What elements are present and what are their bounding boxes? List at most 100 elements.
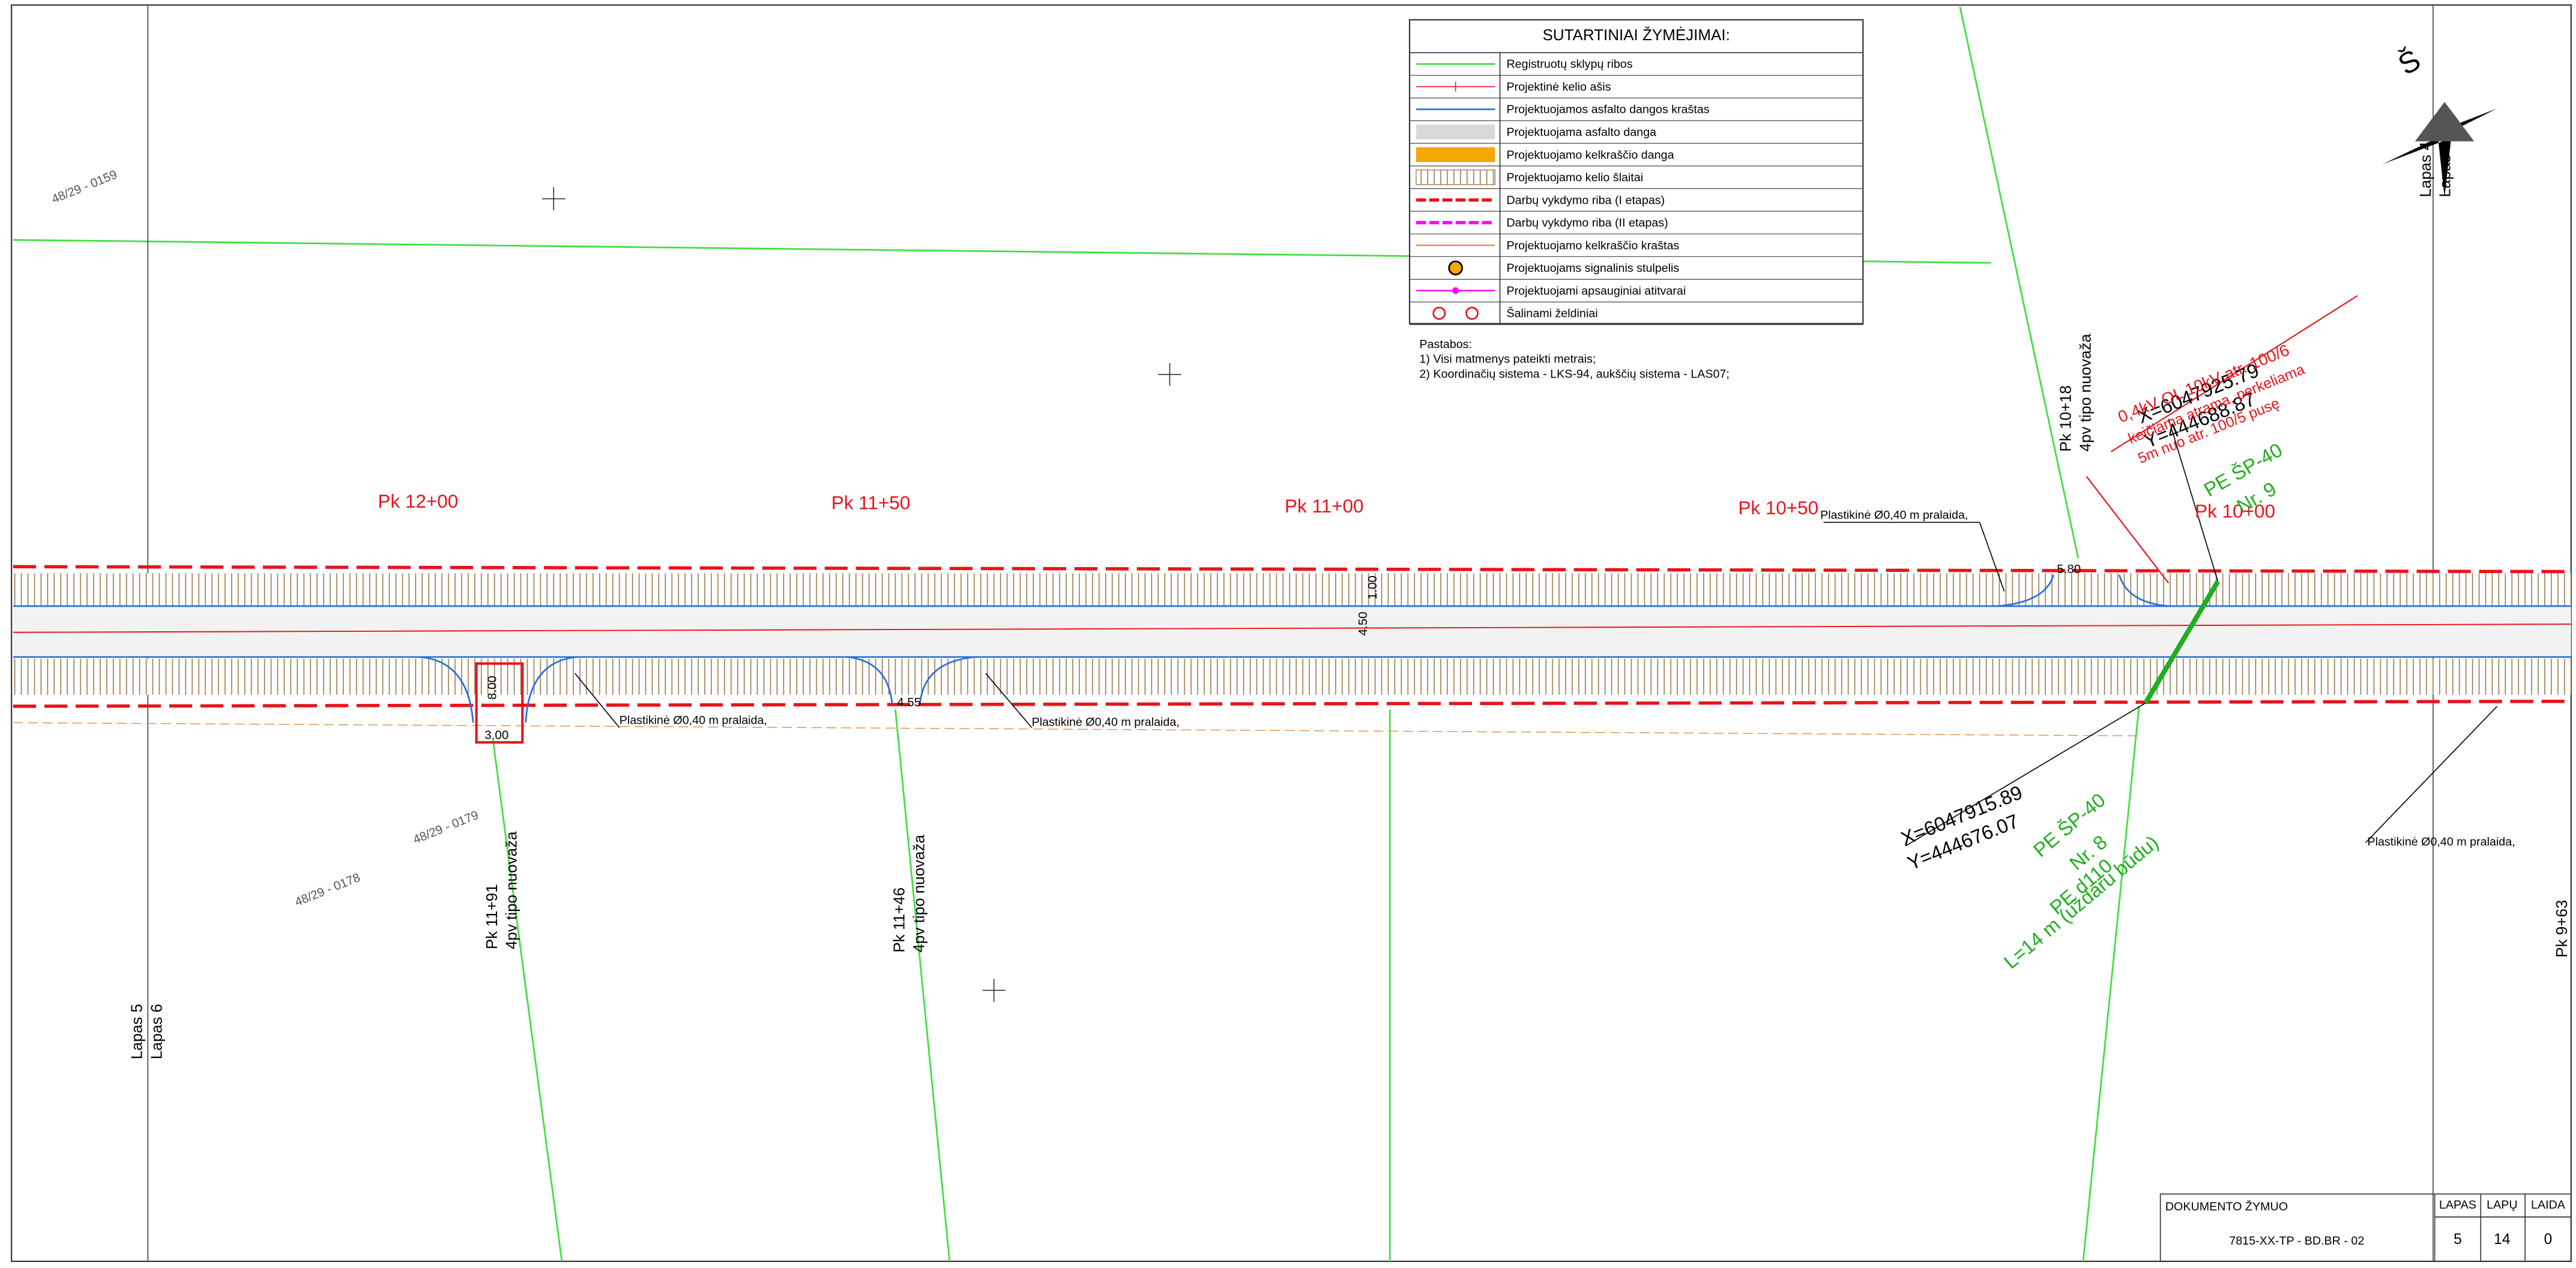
driveway-station: Pk 10+18	[2057, 385, 2075, 452]
driveway-type: 4pv tipo nuovaža	[2076, 334, 2094, 452]
culvert-label: Plastikinė Ø0,40 m pralaida,	[1032, 715, 1180, 729]
note: 2) Koordinačių sistema - LKS-94, aukščių…	[1419, 367, 1729, 380]
document-code: 7815-XX-TP - BD.BR - 02	[2229, 1234, 2364, 1248]
power-line	[2086, 295, 2358, 584]
legend-symbol	[1416, 124, 1495, 140]
legend-symbol	[1416, 147, 1495, 162]
dimension: 1.00	[1366, 575, 1380, 599]
legend-symbol	[1416, 169, 1495, 185]
culvert-label: Plastikinė Ø0,40 m pralaida,	[2367, 835, 2515, 849]
legend-symbol	[1448, 260, 1463, 275]
legend-symbol	[1465, 307, 1479, 320]
legend-symbol	[1452, 287, 1459, 294]
legend-label: Šalinami želdiniai	[1506, 307, 1597, 320]
station-label: Pk 12+00	[378, 491, 458, 512]
driveway-boundary	[475, 662, 524, 744]
legend-symbol	[1432, 307, 1446, 320]
culvert-label: Plastikinė Ø0,40 m pralaida,	[620, 714, 767, 727]
station-label: Pk 11+50	[831, 493, 911, 514]
dimension: 3.00	[484, 729, 508, 742]
legend-row: Projektuojama asfalto danga	[1416, 124, 1656, 140]
drawing-path	[1995, 574, 2169, 607]
culvert-label: Plastikinė Ø0,40 m pralaida,	[1820, 509, 1968, 522]
notes-title: Pastabos:	[1419, 338, 1472, 351]
drawing-line	[1905, 702, 2146, 847]
legend-row: Projektuojamos asfalto dangos kraštas	[1416, 103, 1710, 116]
dimension: 5.80	[2057, 562, 2081, 576]
title-block-header: LAPAS	[2439, 1198, 2476, 1212]
driveway-type: 4pv tipo nuovaža	[909, 834, 928, 952]
drawing-line	[1959, 6, 2080, 559]
drawing-rect	[13, 658, 2571, 695]
drawing-rect	[2159, 1193, 2572, 1262]
north-arrow	[2382, 101, 2497, 197]
driveways	[418, 574, 2169, 723]
legend-label: Projektuojama asfalto danga	[1506, 125, 1656, 139]
legend-label: Projektuojamo kelio šlaitai	[1506, 171, 1643, 184]
grid-crosses	[542, 187, 1181, 1002]
legend-row: Projektuojami apsauginiai atitvarai	[1416, 284, 1686, 298]
sheet-label: Lapas 4	[2416, 142, 2434, 197]
title-block-value: 14	[2494, 1231, 2510, 1248]
legend-label: Projektuojamo kelkraščio danga	[1506, 148, 1674, 161]
dimension: 4.55	[897, 696, 921, 709]
drawing-path	[846, 656, 978, 703]
station-label: Pk 10+00	[2195, 500, 2275, 521]
legend-row: Šalinami želdiniai	[1432, 307, 1598, 320]
legend-row: Projektuojamo kelio šlaitai	[1416, 169, 1643, 185]
legend-row: Projektuojamo kelkraščio kraštas	[1416, 239, 1679, 252]
drawing-polygon	[2415, 101, 2475, 142]
drawing-line	[492, 739, 563, 1262]
legend-row: Projektinė kelio ašis	[1416, 80, 1611, 94]
legend-title: SUTARTINIAI ŽYMĖJIMAI:	[1542, 26, 1730, 44]
pipe	[2143, 580, 2220, 705]
legend-label: Projektuojamos asfalto dangos kraštas	[1506, 103, 1709, 116]
drawing-line	[2168, 418, 2219, 582]
dimension: 4.50	[1356, 611, 1370, 636]
legend-label: Projektuojams signalinis stulpelis	[1506, 262, 1679, 275]
drawing-line	[1979, 522, 2005, 592]
drawing-line	[2365, 706, 2498, 843]
leaders	[575, 418, 2498, 847]
legend-row: Registruotų sklypų ribos	[1416, 58, 1633, 71]
sheet-label: Lapas 5	[128, 1004, 146, 1059]
drawing-path	[418, 656, 579, 723]
title-block-header: LAPŲ	[2487, 1198, 2517, 1212]
legend-label: Projektuojami apsauginiai atitvarai	[1506, 284, 1686, 298]
title-block-value: 0	[2544, 1231, 2553, 1248]
station-label: Pk 11+00	[1285, 496, 1364, 517]
drawing-line	[575, 673, 620, 729]
sheet-label: Lapas 5	[2436, 142, 2454, 197]
title-block-header: LAIDA	[2531, 1198, 2566, 1212]
note: 1) Visi matmenys pateikti metrais;	[1419, 353, 1596, 366]
legend-label: Darbų vykdymo riba (II etapas)	[1506, 217, 1668, 230]
drawing-line	[894, 709, 951, 1262]
driveway-station: Pk 11+46	[890, 888, 908, 953]
legend: SUTARTINIAI ŽYMĖJIMAI: Registruotų sklyp…	[1408, 19, 1864, 325]
dimension: 8.00	[485, 676, 499, 700]
title-block	[2159, 1193, 2572, 1262]
road	[13, 565, 2571, 736]
legend-label: Projektinė kelio ašis	[1506, 80, 1611, 94]
title-block-value: 5	[2454, 1231, 2462, 1248]
drawing-line	[13, 565, 2571, 574]
legend-row: Darbų vykdymo riba (II etapas)	[1416, 217, 1668, 230]
legend-label: Registruotų sklypų ribos	[1506, 58, 1632, 71]
drawing-line	[2082, 706, 2140, 1262]
legend-row: Darbų vykdymo riba (I etapas)	[1416, 194, 1665, 207]
legend-label: Darbų vykdymo riba (I etapas)	[1506, 194, 1665, 207]
drawing-line	[2110, 295, 2358, 452]
sheet-label: Lapas 6	[148, 1004, 166, 1059]
title-block-label: DOKUMENTO ŽYMUO	[2165, 1200, 2288, 1213]
legend-row: Projektuojamo kelkraščio danga	[1416, 147, 1674, 162]
driveway-station: Pk 11+91	[483, 884, 501, 949]
drawing-line	[2086, 476, 2170, 584]
drawing-rect	[13, 573, 2571, 606]
drawing-line	[13, 722, 2136, 736]
legend-label: Projektuojamo kelkraščio kraštas	[1506, 239, 1679, 252]
driveway-type: 4pv tipo nuovaža	[502, 831, 520, 949]
station-label: Pk 10+50	[1738, 497, 1818, 518]
